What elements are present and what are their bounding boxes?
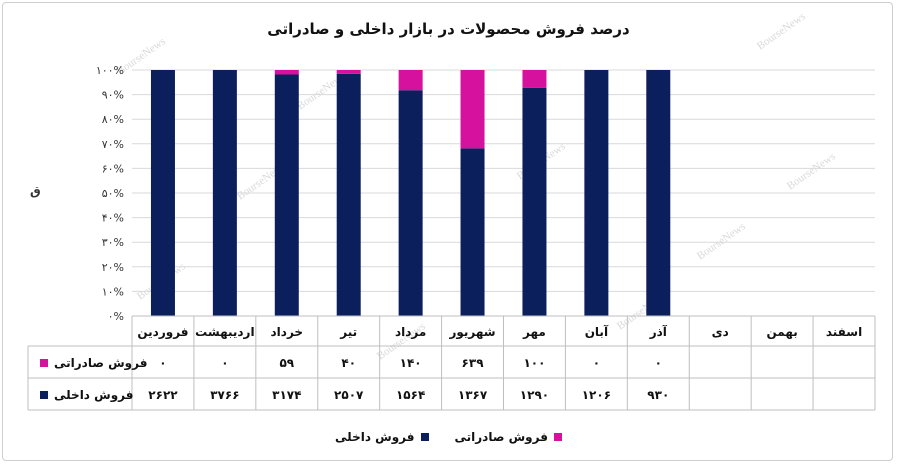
watermark-text-3: BourseNews <box>755 10 808 52</box>
table-value-1-8: ۹۳۰ <box>647 388 669 402</box>
category-label-11: اسفند <box>826 325 862 339</box>
category-label-0: فروردین <box>137 325 188 340</box>
legend-item-domestic: فروش داخلی <box>335 430 429 444</box>
y-tick-label-9: ۹۰% <box>102 89 124 102</box>
legend: فروش صادراتی فروش داخلی <box>0 430 897 444</box>
y-tick-label-7: ۷۰% <box>102 138 124 151</box>
table-value-0-4: ۱۴۰ <box>400 356 422 370</box>
bar-export-3 <box>336 70 361 74</box>
watermark-text-7: BourseNews <box>785 150 838 192</box>
legend-label-domestic: فروش داخلی <box>335 430 415 444</box>
table-value-1-7: ۱۲۰۶ <box>582 388 611 402</box>
table-value-0-1: ۰ <box>221 356 228 370</box>
table-value-1-2: ۳۱۷۴ <box>272 388 301 402</box>
table-value-0-0: ۰ <box>159 356 166 370</box>
table-series-label-1: فروش داخلی <box>54 388 133 403</box>
category-label-8: آذر <box>649 324 668 339</box>
category-label-1: اردیبهشت <box>195 325 254 339</box>
table-value-1-5: ۱۳۶۷ <box>458 388 488 402</box>
y-tick-label-0: ۰% <box>108 310 124 323</box>
y-tick-label-5: ۵۰% <box>102 187 124 200</box>
bar-export-4 <box>398 70 423 91</box>
table-swatch-1 <box>40 391 48 399</box>
table-value-0-3: ۴۰ <box>341 356 356 370</box>
bar-domestic-8 <box>646 70 671 316</box>
y-axis-glyph: ق <box>30 184 41 198</box>
legend-swatch-export <box>553 433 562 441</box>
table-value-1-3: ۲۵۰۷ <box>334 388 364 402</box>
table-value-1-6: ۱۲۹۰ <box>520 388 549 402</box>
table-value-1-0: ۲۶۲۲ <box>148 388 178 402</box>
y-tick-label-2: ۲۰% <box>102 261 124 274</box>
bar-domestic-2 <box>274 74 299 317</box>
bar-domestic-5 <box>460 148 485 316</box>
bar-domestic-7 <box>584 70 609 316</box>
legend-swatch-domestic <box>420 433 429 441</box>
table-value-0-6: ۱۰۰ <box>523 356 545 370</box>
category-label-5: شهریور <box>448 325 495 340</box>
y-tick-label-1: ۱۰% <box>102 285 124 298</box>
y-tick-label-8: ۸۰% <box>102 113 124 126</box>
bar-export-2 <box>274 70 299 75</box>
table-value-0-5: ۶۳۹ <box>462 356 485 370</box>
y-tick-label-3: ۳۰% <box>102 236 124 249</box>
bar-export-5 <box>460 70 485 149</box>
table-value-0-7: ۰ <box>593 356 600 370</box>
bar-domestic-0 <box>150 70 175 316</box>
category-label-7: آبان <box>585 324 609 339</box>
category-label-9: دی <box>712 325 729 339</box>
y-tick-label-10: ۱۰۰% <box>96 64 124 77</box>
bar-domestic-1 <box>212 70 237 316</box>
category-label-6: مهر <box>522 325 546 339</box>
watermark-text-9: BourseNews <box>695 220 748 262</box>
category-label-10: بهمن <box>766 325 797 339</box>
bar-domestic-4 <box>398 90 423 316</box>
legend-label-export: فروش صادراتی <box>454 430 548 444</box>
category-label-3: تیر <box>339 325 357 339</box>
y-tick-label-4: ۴۰% <box>102 212 124 225</box>
chart-title: درصد فروش محصولات در بازار داخلی و صادرا… <box>267 20 630 38</box>
table-swatch-0 <box>40 359 48 367</box>
table-value-0-8: ۰ <box>655 356 662 370</box>
bar-export-6 <box>522 70 547 88</box>
table-value-1-1: ۳۷۶۶ <box>210 388 239 402</box>
table-value-1-4: ۱۵۶۴ <box>396 388 425 402</box>
table-value-0-2: ۵۹ <box>279 356 294 370</box>
y-tick-label-6: ۶۰% <box>102 162 124 175</box>
category-label-2: خرداد <box>271 325 304 339</box>
legend-item-export: فروش صادراتی <box>455 430 562 444</box>
bar-domestic-3 <box>336 73 361 316</box>
bar-domestic-6 <box>522 87 547 316</box>
table-series-label-0: فروش صادراتی <box>54 356 147 371</box>
category-label-4: مرداد <box>395 325 426 339</box>
